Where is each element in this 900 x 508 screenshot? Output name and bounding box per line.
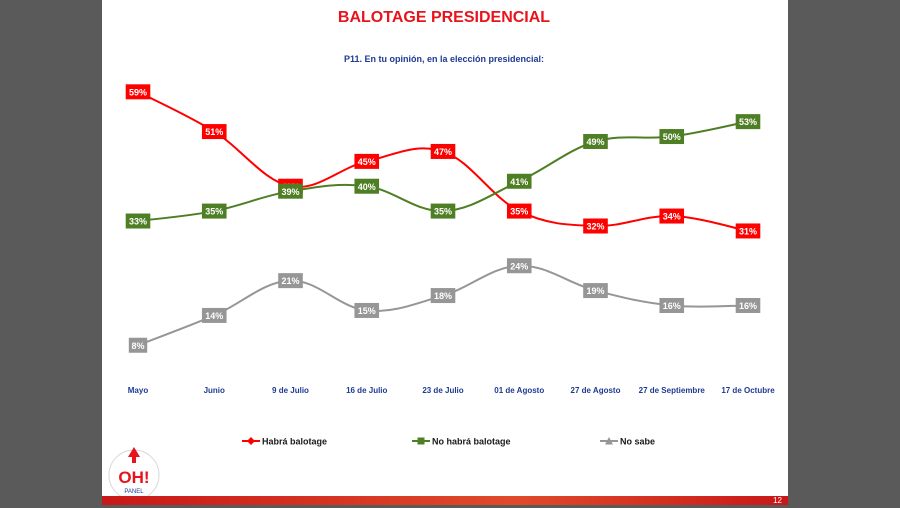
data-label: 24% — [510, 261, 528, 271]
ohpanel-logo: OH! PANEL — [106, 445, 162, 503]
data-label-box — [354, 153, 380, 169]
data-label: 15% — [358, 306, 376, 316]
data-label-box — [583, 218, 608, 234]
chart-title: BALOTAGE PRESIDENCIAL — [338, 9, 550, 26]
x-tick-label: 01 de Agosto — [494, 386, 544, 395]
data-label: 8% — [131, 341, 144, 351]
data-label: 16% — [663, 301, 681, 311]
data-label: 21% — [281, 276, 299, 286]
data-label-box — [735, 297, 761, 313]
data-label: 40% — [358, 182, 376, 192]
data-label-box — [201, 124, 227, 140]
series-line-3 — [137, 264, 749, 347]
data-label: 39% — [281, 187, 299, 197]
x-tick-label: Junio — [204, 386, 225, 395]
data-label: 32% — [586, 222, 604, 232]
data-label: 51% — [205, 127, 223, 137]
data-label-box — [201, 307, 227, 323]
data-label: 35% — [205, 207, 223, 217]
data-labels: 59%51%40%45%47%35%32%34%31%33%35%39%40%3… — [125, 84, 761, 353]
data-label-box — [506, 258, 532, 274]
legend-marker — [417, 437, 425, 445]
data-label-box — [430, 203, 456, 219]
x-tick-label: 27 de Septiembre — [639, 386, 706, 395]
x-tick-label: 23 de Julio — [422, 386, 463, 395]
data-label: 14% — [205, 311, 223, 321]
data-label-box — [659, 129, 685, 145]
legend-label: Habrá balotage — [262, 437, 327, 447]
data-label: 41% — [510, 177, 528, 187]
data-label-box — [430, 288, 456, 304]
data-label-box — [735, 114, 761, 130]
footer-strip — [102, 496, 788, 505]
data-label-box — [506, 203, 532, 219]
page-number: 12 — [773, 496, 782, 505]
data-label-box — [278, 273, 303, 289]
data-label: 34% — [663, 212, 681, 222]
data-label-box — [659, 208, 685, 224]
legend-label: No habrá balotage — [432, 437, 511, 447]
x-tick-label: 17 de Octubre — [721, 386, 775, 395]
logo-subtext: PANEL — [124, 489, 144, 495]
data-label-box — [354, 178, 380, 194]
data-label: 53% — [739, 117, 757, 127]
x-tick-label: 16 de Julio — [346, 386, 387, 395]
data-label: 16% — [739, 301, 757, 311]
chart-subtitle: P11. En tu opinión, en la elección presi… — [344, 54, 544, 64]
chart: BALOTAGE PRESIDENCIAL P11. En tu opinión… — [125, 9, 775, 447]
data-label-box — [659, 297, 685, 313]
data-label-box — [506, 173, 532, 189]
data-label-box — [125, 84, 151, 100]
x-tick-label: 27 de Agosto — [571, 386, 621, 395]
data-label: 50% — [663, 132, 681, 142]
logo-text: OH! — [118, 468, 149, 487]
data-label: 49% — [586, 137, 604, 147]
data-label: 19% — [586, 286, 604, 296]
data-label: 33% — [129, 217, 147, 227]
data-label-box — [128, 337, 148, 353]
data-label-box — [735, 223, 761, 239]
data-label-box — [201, 203, 227, 219]
data-label: 31% — [739, 227, 757, 237]
data-label-box — [278, 183, 303, 199]
slide: BALOTAGE PRESIDENCIAL P11. En tu opinión… — [102, 0, 788, 505]
data-label: 47% — [434, 147, 452, 157]
data-label: 35% — [434, 207, 452, 217]
legend-label: No sabe — [620, 437, 655, 447]
x-tick-labels: Mayo Junio 9 de Julio 16 de Julio 23 de Juli… — [128, 386, 775, 395]
data-label: 35% — [510, 207, 528, 217]
legend-marker — [247, 437, 255, 445]
data-label-box — [430, 143, 456, 159]
data-label-box — [583, 283, 608, 299]
legend-marker — [605, 437, 613, 445]
data-label-box — [354, 302, 380, 318]
x-tick-label: 9 de Julio — [272, 386, 309, 395]
data-label: 45% — [358, 157, 376, 167]
legend: Habrá balotage No habrá balotage No sabe — [242, 437, 655, 447]
data-label: 59% — [129, 87, 147, 97]
data-label-box — [125, 213, 151, 229]
data-label-box — [583, 134, 608, 150]
data-label: 18% — [434, 291, 452, 301]
x-tick-label: Mayo — [128, 386, 149, 395]
